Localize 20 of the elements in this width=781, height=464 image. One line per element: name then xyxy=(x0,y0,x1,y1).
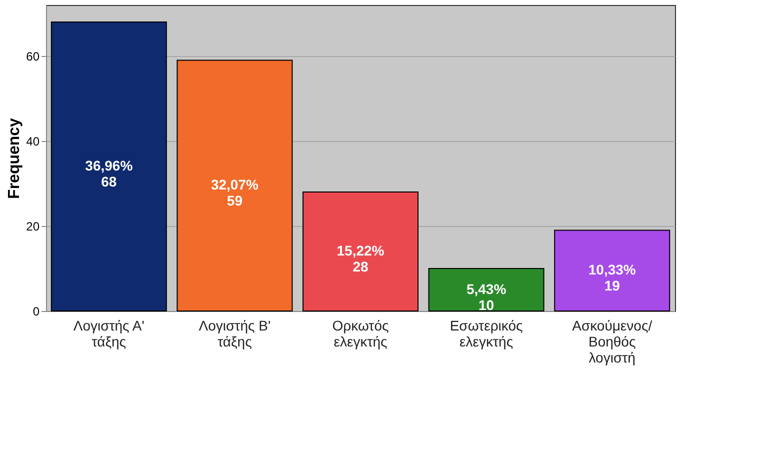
x-tick-label: Λογιστής Β' τάξης xyxy=(198,318,271,350)
x-tick-label: Εσωτερικός ελεγκτής xyxy=(450,318,524,350)
data-label: 15,22% 28 xyxy=(336,242,385,274)
x-tick-label: Ασκούμενος/ Βοηθός λογιστή xyxy=(572,318,652,366)
y-tick-label: 40 xyxy=(26,134,40,148)
bar xyxy=(50,22,167,312)
data-label: 32,07% 59 xyxy=(210,176,259,209)
data-label: 5,43% 10 xyxy=(466,280,507,313)
y-axis-title: Frequency xyxy=(6,118,24,199)
bar xyxy=(428,268,544,312)
y-tick-label: 60 xyxy=(26,50,40,64)
x-tick-label: Λογιστής Α' τάξης xyxy=(73,318,144,350)
bar xyxy=(176,60,293,312)
bar xyxy=(302,192,418,312)
y-tick-label: 0 xyxy=(32,304,40,318)
bar xyxy=(554,230,670,312)
y-tick-label: 20 xyxy=(26,220,40,234)
data-label: 36,96% 68 xyxy=(85,158,134,190)
data-label: 10,33% 19 xyxy=(588,262,636,294)
x-tick-label: Ορκωτός ελεγκτής xyxy=(332,318,389,350)
